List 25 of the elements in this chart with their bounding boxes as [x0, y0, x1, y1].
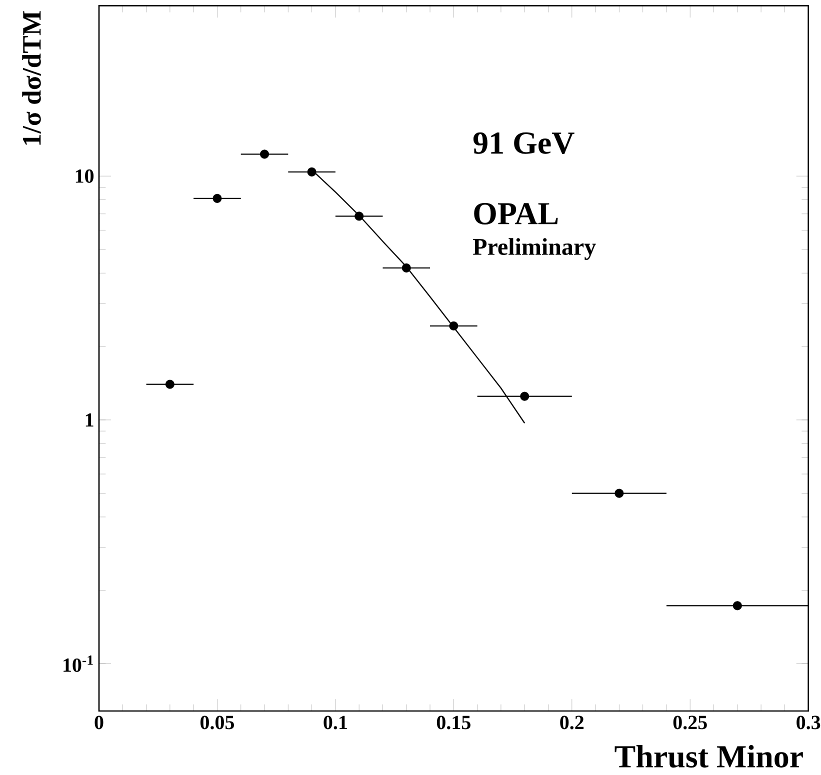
annotation: OPAL: [474, 203, 558, 224]
x-tick-label: 0.3: [796, 716, 820, 730]
x-tick-label: 0.25: [673, 716, 707, 730]
point: [260, 150, 270, 159]
point: [520, 392, 530, 401]
y-tick-label: 10: [76, 169, 94, 183]
x-tick-label: 0.1: [324, 716, 347, 730]
x-tick-label: 0.15: [436, 716, 470, 730]
x-tick-label: 0: [94, 716, 104, 730]
point: [449, 321, 458, 330]
x-tick-label: 0.05: [200, 716, 234, 730]
point: [165, 380, 174, 389]
point: [212, 194, 222, 203]
point: [732, 601, 742, 610]
x-axis-title: Thrust Minor: [614, 745, 803, 768]
point: [354, 212, 364, 221]
point: [307, 167, 316, 176]
annotation: 91 GeV: [473, 132, 574, 154]
x-tick-label: 0.2: [560, 716, 584, 730]
point: [402, 263, 411, 272]
annotation: Preliminary: [472, 238, 596, 260]
point: [614, 488, 624, 498]
y-tick-label: 10$^{-1}$: [64, 656, 93, 672]
y-tick-label: 1: [86, 413, 94, 427]
y-axis-title: 1/σ dσ/dTM: [22, 11, 41, 145]
